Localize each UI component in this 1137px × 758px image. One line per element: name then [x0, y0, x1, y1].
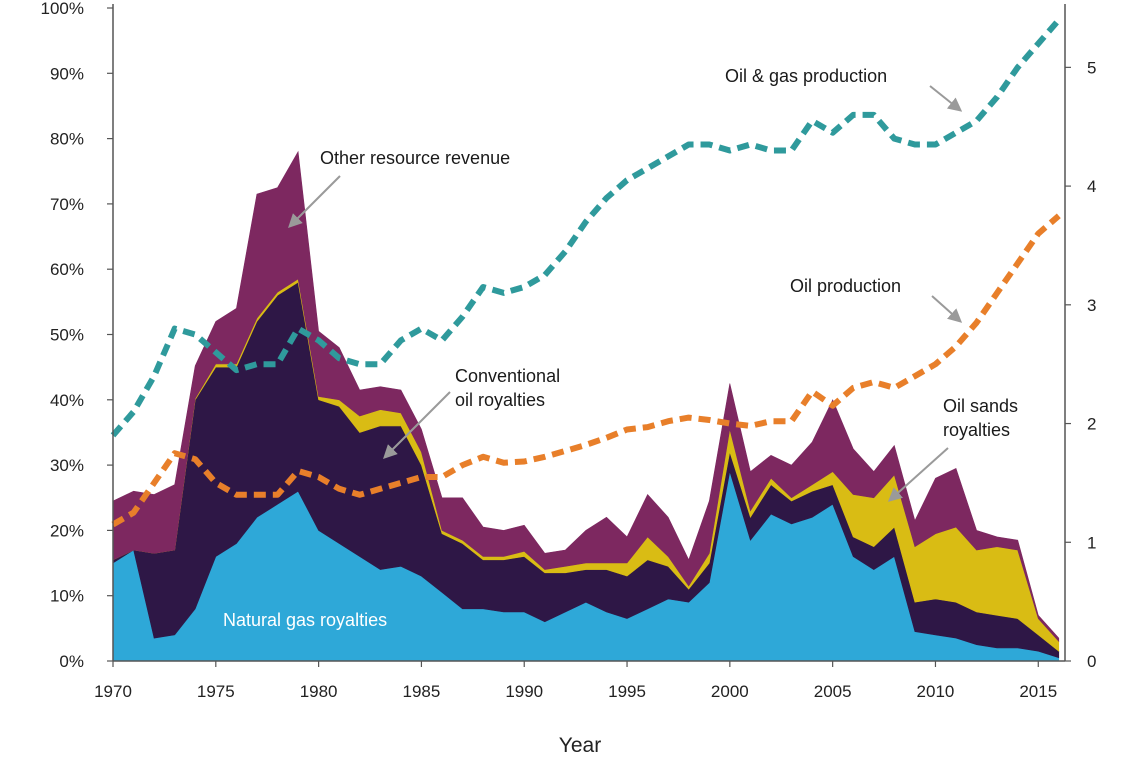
- y-right-tick-label: 2: [1087, 415, 1096, 434]
- axes: 0% 10% 20% 30% 40% 50% 60% 70% 80% 90% 100% 0 1 2 3 4 5 1…: [41, 0, 1097, 757]
- x-tick-label: 2005: [814, 682, 852, 701]
- x-tick-label: 1995: [608, 682, 646, 701]
- x-tick-label: 1975: [197, 682, 235, 701]
- annotation-oil-production: Oil production: [790, 276, 901, 296]
- arrow-other-resource-revenue: [288, 175, 341, 228]
- line-oil-production: [111, 213, 1061, 528]
- y-tick-label: 30%: [50, 456, 84, 475]
- x-tick-label: 1990: [505, 682, 543, 701]
- y-tick-label: 70%: [50, 195, 84, 214]
- arrow-conventional-oil-royalties: [383, 391, 451, 459]
- x-tick-label: 2000: [711, 682, 749, 701]
- annotation-conventional: Conventional: [455, 366, 560, 386]
- y-tick-label: 80%: [50, 130, 84, 149]
- y-tick-label: 50%: [50, 326, 84, 345]
- arrow-oil-production: [931, 295, 963, 323]
- y-tick-label: 10%: [50, 587, 84, 606]
- annotation-oil-royalties: oil royalties: [455, 390, 545, 410]
- y-tick-label: 40%: [50, 391, 84, 410]
- y-tick-label: 60%: [50, 260, 84, 279]
- x-tick-label: 2010: [917, 682, 955, 701]
- stacked-areas: [112, 150, 1060, 662]
- x-tick-label: 2015: [1019, 682, 1057, 701]
- y-tick-label: 90%: [50, 64, 84, 83]
- arrow-oil-sands-royalties: [887, 447, 949, 502]
- x-tick-label: 1970: [94, 682, 132, 701]
- annotations: Other resource revenue Conventional oil ro…: [223, 66, 1018, 630]
- x-tick-label: 1980: [300, 682, 338, 701]
- y-right-tick-label: 1: [1087, 533, 1096, 552]
- y-right-tick-label: 3: [1087, 296, 1096, 315]
- y-tick-label: 20%: [50, 521, 84, 540]
- production-lines: [110, 17, 1062, 528]
- arrow-oil-gas-production: [929, 85, 963, 112]
- x-axis-title: Year: [559, 734, 601, 757]
- y-tick-label: 0%: [59, 652, 84, 671]
- annotation-natural-gas-royalties: Natural gas royalties: [223, 610, 387, 630]
- annotation-other-resource-revenue: Other resource revenue: [320, 148, 510, 168]
- y-right-tick-label: 4: [1087, 177, 1096, 196]
- y-right-tick-label: 5: [1087, 58, 1096, 77]
- y-tick-label: 100%: [41, 0, 84, 18]
- x-tick-label: 1985: [403, 682, 441, 701]
- y-right-tick-label: 0: [1087, 652, 1096, 671]
- line-oil-gas-production: [110, 17, 1062, 438]
- annotation-oil-sands-royalties: royalties: [943, 420, 1010, 440]
- annotation-oil-gas-production: Oil & gas production: [725, 66, 887, 86]
- annotation-oil-sands: Oil sands: [943, 396, 1018, 416]
